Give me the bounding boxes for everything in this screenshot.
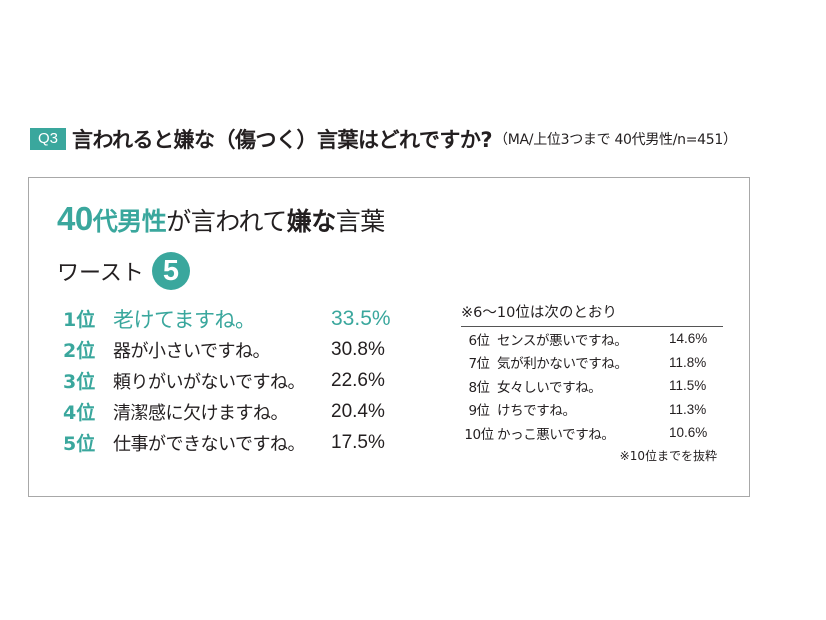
footnote: ※10位までを抜粋 — [619, 448, 717, 463]
title-gender: 男性 — [117, 207, 167, 236]
top-five-list: 1位 老けてますね。 33.5% 2位 器が小さいですね。 30.8% 3位 頼… — [63, 303, 391, 458]
sub-rank-phrase: けちですね。 — [497, 403, 576, 420]
sub-rank-row: 6位 センスが悪いですね。 14.6% — [461, 327, 723, 351]
rank-phrase: 清潔感に欠けますね。 — [113, 402, 289, 424]
sub-rank-label: 10位 — [464, 426, 494, 443]
results-panel: 40代男性が言われて嫌な言葉 ワースト 5 1位 老けてますね。 33.5% 2… — [28, 177, 750, 497]
rank-row: 4位 清潔感に欠けますね。 20.4% — [63, 396, 391, 427]
rank-row: 3位 頼りがいがないですね。 22.6% — [63, 365, 391, 396]
sub-rank-label: 8位 — [468, 379, 490, 396]
rank-phrase: 仕事ができないですね。 — [113, 433, 305, 455]
ranks-6-10-box: ※6〜10位は次のとおり 6位 センスが悪いですね。 14.6% 7位 気が利か… — [461, 301, 723, 464]
sub-rank-label: 7位 — [468, 356, 490, 373]
sub-rank-row: 7位 気が利かないですね。 11.8% — [461, 351, 723, 375]
rank-row: 1位 老けてますね。 33.5% — [63, 303, 391, 334]
rank-value: 17.5% — [331, 431, 385, 453]
rank-label: 3位 — [63, 371, 96, 393]
sub-rank-row: 10位 かっこ悪いですね。 10.6% — [461, 421, 723, 445]
rank-value: 20.4% — [331, 400, 385, 422]
sub-rank-phrase: センスが悪いですね。 — [497, 332, 628, 349]
sub-rank-value: 11.3% — [669, 401, 707, 417]
rank-row: 5位 仕事ができないですね。 17.5% — [63, 427, 391, 458]
rank-label: 1位 — [63, 309, 96, 331]
sub-rank-row: 8位 女々しいですね。 11.5% — [461, 374, 723, 398]
title-age-suffix: 代 — [92, 207, 118, 236]
sub-rank-value: 11.5% — [669, 378, 707, 394]
sub-rank-row: 9位 けちですね。 11.3% — [461, 398, 723, 422]
rank-phrase: 頼りがいがないですね。 — [113, 371, 305, 393]
sub-rank-phrase: 女々しいですね。 — [497, 379, 602, 396]
rank-label: 5位 — [63, 433, 96, 455]
title-dislike: 嫌な — [286, 207, 337, 236]
panel-title: 40代男性が言われて嫌な言葉 — [57, 200, 385, 238]
sub-rank-phrase: 気が利かないですね。 — [497, 356, 628, 373]
sub-rank-phrase: かっこ悪いですね。 — [497, 426, 615, 443]
sub-rank-value: 14.6% — [669, 331, 708, 347]
worst-label: ワースト — [57, 261, 144, 286]
question-note: （MA/上位3つまで 40代男性/n=451） — [494, 132, 737, 148]
ranks-6-10-title: ※6〜10位は次のとおり — [461, 301, 723, 327]
sub-rank-label: 6位 — [468, 332, 490, 349]
question-badge: Q3 — [30, 128, 67, 150]
title-middle: が言われて — [166, 207, 287, 236]
panel-subtitle: ワースト 5 — [57, 251, 190, 291]
rank-row: 2位 器が小さいですね。 30.8% — [63, 334, 391, 365]
title-age-number: 40 — [57, 200, 93, 237]
rank-value: 22.6% — [331, 369, 385, 391]
title-words: 言葉 — [335, 207, 386, 236]
sub-rank-value: 11.8% — [669, 354, 707, 370]
rank-label: 4位 — [63, 402, 96, 424]
sub-rank-label: 9位 — [468, 403, 490, 420]
rank-value: 30.8% — [331, 338, 385, 360]
rank-value: 33.5% — [331, 306, 391, 330]
rank-label: 2位 — [63, 340, 96, 362]
question-header: Q3 言われると嫌な（傷つく）言葉はどれですか? （MA/上位3つまで 40代男… — [30, 124, 737, 154]
rank-phrase: 器が小さいですね。 — [113, 340, 270, 362]
rank-phrase: 老けてますね。 — [113, 307, 256, 332]
sub-rank-value: 10.6% — [669, 425, 708, 441]
worst-number-badge: 5 — [151, 252, 190, 290]
question-text: 言われると嫌な（傷つく）言葉はどれですか? — [72, 128, 493, 152]
